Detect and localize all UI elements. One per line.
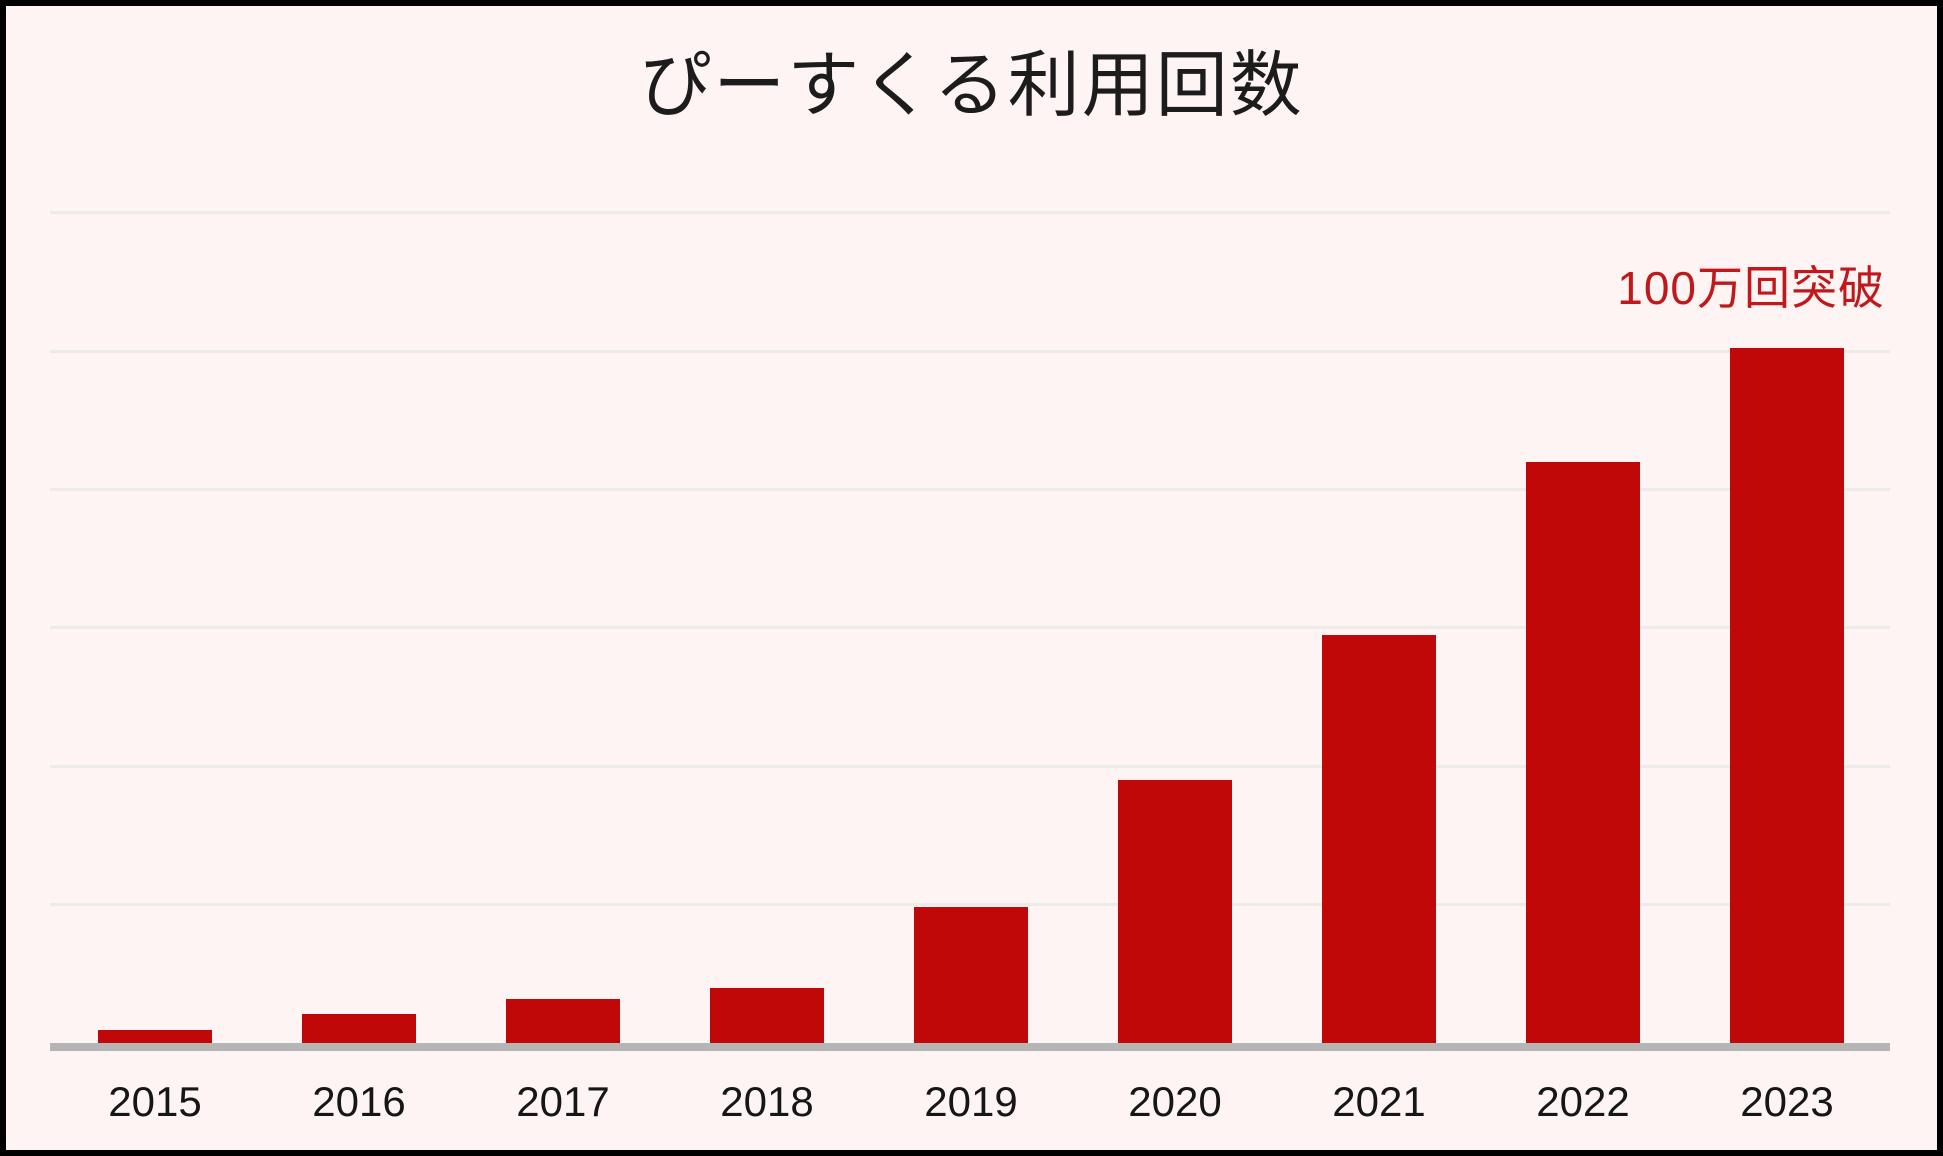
x-axis-label-2019: 2019 bbox=[924, 1078, 1018, 1125]
chart-title: ぴーすくる利用回数 bbox=[639, 46, 1304, 126]
bar-2022 bbox=[1526, 462, 1640, 1043]
gridline-80 bbox=[50, 488, 1890, 491]
x-axis-label-2020: 2020 bbox=[1128, 1078, 1222, 1125]
bar-2019 bbox=[914, 907, 1028, 1043]
gridline-120 bbox=[50, 211, 1890, 214]
x-axis-label-2021: 2021 bbox=[1332, 1078, 1426, 1125]
bar-2021 bbox=[1322, 635, 1436, 1043]
gridline-100 bbox=[50, 350, 1890, 353]
x-axis-line bbox=[50, 1043, 1890, 1051]
bar-2023 bbox=[1730, 348, 1844, 1043]
gridline-60 bbox=[50, 626, 1890, 629]
x-axis-label-2023: 2023 bbox=[1740, 1078, 1834, 1125]
x-axis-label-2022: 2022 bbox=[1536, 1078, 1630, 1125]
milestone-annotation: 100万回突破 bbox=[1617, 262, 1885, 314]
gridline-40 bbox=[50, 765, 1890, 768]
bar-2015 bbox=[98, 1030, 212, 1043]
bar-2016 bbox=[302, 1014, 416, 1043]
bar-2018 bbox=[710, 988, 824, 1043]
bar-2017 bbox=[506, 999, 620, 1043]
x-axis-label-2016: 2016 bbox=[312, 1078, 406, 1125]
x-axis-label-2017: 2017 bbox=[516, 1078, 610, 1125]
bar-2020 bbox=[1118, 780, 1232, 1043]
x-axis-label-2015: 2015 bbox=[108, 1078, 202, 1125]
x-axis-label-2018: 2018 bbox=[720, 1078, 814, 1125]
gridline-20 bbox=[50, 903, 1890, 906]
